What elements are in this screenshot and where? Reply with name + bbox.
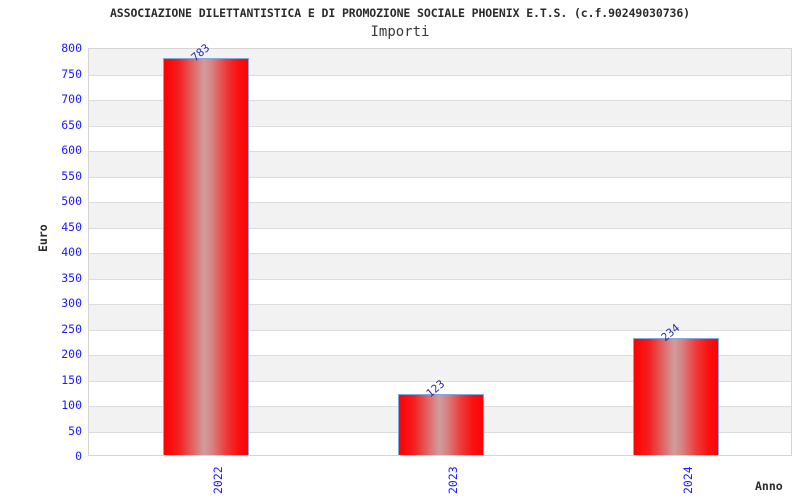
chart-title: ASSOCIAZIONE DILETTANTISTICA E DI PROMOZ… — [109, 6, 690, 20]
y-tick-label: 100 — [61, 398, 82, 412]
y-tick-label: 450 — [61, 219, 82, 234]
x-axis-tick-labels: 2022 2023 2024 — [0, 462, 800, 502]
y-axis-title: Euro — [36, 224, 50, 252]
gridline — [89, 228, 791, 229]
bar[interactable] — [398, 394, 484, 455]
y-tick-label: 350 — [61, 270, 82, 285]
y-tick-label: 200 — [61, 347, 82, 361]
gridline — [89, 253, 791, 254]
gridline — [89, 177, 791, 178]
gridline — [89, 279, 791, 280]
gridline — [89, 202, 791, 203]
gridline — [89, 75, 791, 76]
y-tick-label: 800 — [61, 41, 82, 55]
y-tick-label: 500 — [61, 194, 82, 208]
gridline — [89, 126, 791, 127]
y-tick-label: 700 — [61, 92, 82, 106]
y-tick-label: 50 — [68, 423, 82, 438]
gridline — [89, 304, 791, 305]
x-tick-label: 2024 — [680, 466, 695, 494]
y-tick-label: 300 — [61, 296, 82, 310]
gridline — [89, 330, 791, 331]
gridline — [89, 100, 791, 101]
y-tick-label: 0 — [75, 449, 82, 463]
plot-area — [88, 48, 792, 456]
y-tick-label: 400 — [61, 245, 82, 259]
gridline — [89, 355, 791, 356]
bar[interactable] — [163, 57, 250, 455]
y-tick-label: 750 — [61, 66, 82, 81]
y-tick-label: 250 — [61, 321, 82, 336]
y-tick-label: 650 — [61, 117, 82, 132]
x-tick-label: 2023 — [446, 466, 460, 494]
y-tick-label: 600 — [61, 143, 82, 157]
y-tick-label: 550 — [61, 168, 82, 183]
y-axis-tick-labels: 800 750 700 650 600 550 500 450 400 350 300 250 200 1… — [20, 0, 82, 500]
gridline — [89, 381, 791, 382]
gridline — [89, 151, 791, 152]
bar[interactable] — [632, 337, 719, 455]
x-tick-label: 2022 — [211, 466, 226, 494]
chart-subtitle: Importi — [370, 24, 430, 40]
x-axis-title: Anno — [755, 479, 783, 493]
y-tick-label: 150 — [61, 372, 82, 387]
